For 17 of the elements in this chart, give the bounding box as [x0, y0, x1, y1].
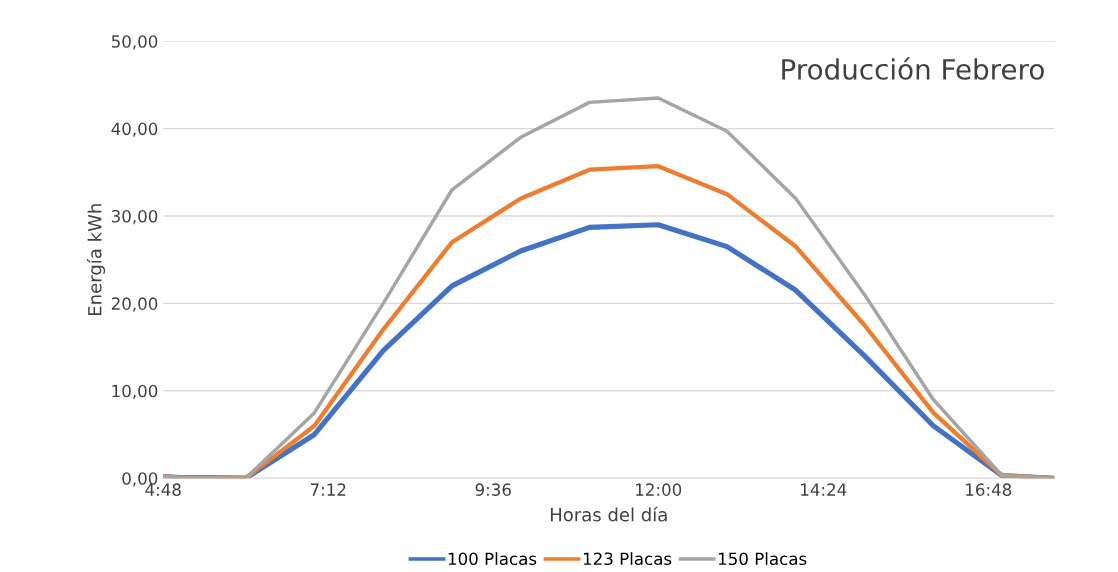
line-series — [163, 96, 1055, 479]
y-tick-label: 50,00 — [111, 35, 158, 50]
x-tick-label: 12:00 — [636, 483, 682, 496]
x-tick-label: 7:12 — [310, 483, 346, 496]
legend-label: 100 Placas — [448, 552, 537, 566]
legend-label: 150 Placas — [718, 552, 807, 566]
x-tick-label: 14:24 — [801, 483, 847, 496]
y-tick-label: 20,00 — [111, 297, 158, 312]
y-tick-label: 30,00 — [111, 209, 158, 225]
y-axis-title: Energía kWh — [86, 204, 106, 315]
x-tick-label: 16:48 — [966, 483, 1012, 496]
y-tick-label: 10,00 — [112, 384, 158, 400]
y-tick-label: 40,00 — [111, 122, 158, 137]
legend-label: 123 Placas — [583, 552, 672, 566]
chart-title: Producción Febrero — [782, 57, 1044, 80]
x-tick-label: 9:36 — [475, 483, 511, 496]
x-axis-title: Horas del día — [550, 506, 667, 522]
